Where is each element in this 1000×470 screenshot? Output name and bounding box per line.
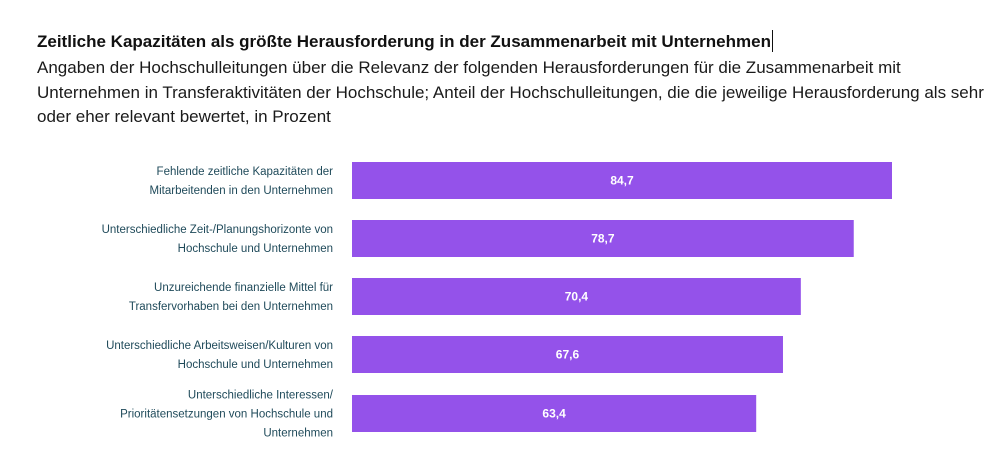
bar-4 (352, 336, 783, 373)
category-label-3: Unzureichende finanzielle Mittel für Tran… (129, 282, 333, 313)
text-cursor (771, 30, 773, 52)
value-label-4: 67,6 (556, 348, 580, 362)
category-label-line: Hochschule und Unternehmen (178, 243, 333, 255)
category-label-4: Unterschiedliche Arbeitsweisen/Kulturen … (106, 340, 333, 371)
bar-2 (352, 220, 854, 257)
category-label-line: Hochschule und Unternehmen (178, 359, 333, 371)
category-label-2: Unterschiedliche Zeit-/Planungshorizonte… (102, 224, 333, 255)
bar-1 (352, 162, 892, 199)
chart-subtitle: Angaben der Hochschulleitungen über die … (37, 58, 984, 126)
category-label-line: Mitarbeitenden in den Unternehmen (150, 185, 333, 197)
category-label-line: Fehlende zeitliche Kapazitäten der (157, 166, 334, 178)
category-label-line: Unzureichende finanzielle Mittel für (154, 282, 333, 294)
category-label-1: Fehlende zeitliche Kapazitäten der Mitarb… (150, 166, 334, 197)
category-label-line: Unterschiedliche Interessen/ (188, 390, 334, 402)
chart-title: Zeitliche Kapazitäten als größte Herausf… (37, 30, 773, 52)
bar-3 (352, 278, 801, 315)
bar-5 (352, 395, 757, 432)
category-label-line: Transfervorhaben bei den Unternehmen (129, 301, 333, 313)
chart-title-text: Zeitliche Kapazitäten als größte Herausf… (37, 32, 771, 51)
value-label-1: 84,7 (610, 174, 634, 188)
value-label-5: 63,4 (542, 407, 566, 421)
value-label-3: 70,4 (565, 290, 589, 304)
category-label-5: Unterschiedliche Interessen/Prioritätens… (120, 390, 334, 440)
category-label-line: Prioritätensetzungen von Hochschule und (120, 409, 333, 421)
value-label-2: 78,7 (591, 232, 615, 246)
category-label-line: Unterschiedliche Arbeitsweisen/Kulturen … (106, 340, 333, 352)
category-label-line: Unterschiedliche Zeit-/Planungshorizonte… (102, 224, 333, 236)
bar-chart: 84,7 Fehlende zeitliche Kapazitäten der Mi… (102, 162, 892, 440)
category-label-line: Unternehmen (263, 428, 333, 440)
